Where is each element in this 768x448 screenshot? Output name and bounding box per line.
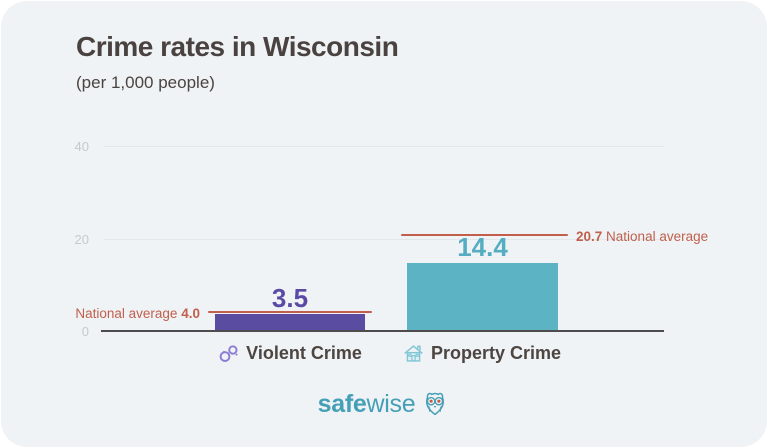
owl-icon [420, 389, 450, 419]
property-crime-bar [407, 263, 558, 330]
property-crime-category: Property Crime [382, 343, 582, 364]
property-crime-value-label: 14.4 [457, 232, 508, 262]
safewise-wordmark: safewise [318, 390, 416, 419]
violent-national-average-text: National average [75, 306, 178, 321]
gridline-20 [104, 239, 664, 240]
violent-national-average-annotation: National average 4.0 [75, 306, 200, 321]
violent-crime-bar [215, 314, 365, 330]
violent-crime-value-label: 3.5 [271, 283, 309, 313]
page-subtitle: (per 1,000 people) [76, 73, 215, 92]
property-national-average-line [401, 234, 568, 236]
property-national-average-annotation: 20.7 National average [576, 229, 708, 244]
bar-chart-plot-area: 3.5 14.4 [101, 136, 664, 332]
property-crime-label: Property Crime [430, 343, 562, 363]
violent-crime-bar-group: 3.5 [215, 285, 365, 330]
safewise-wordmark-light: wise [366, 389, 416, 418]
violent-national-average-line [208, 311, 372, 313]
violent-national-average-value: 4.0 [181, 306, 200, 321]
violent-crime-label: Violent Crime [246, 343, 362, 363]
y-axis-tick-20: 20 [74, 232, 89, 247]
y-axis-tick-0: 0 [81, 324, 89, 339]
house-icon [403, 343, 424, 364]
violent-crime-category: Violent Crime [190, 343, 390, 364]
y-axis-tick-40: 40 [74, 139, 89, 154]
gridline-40 [104, 146, 664, 147]
handcuffs-icon [218, 343, 239, 364]
page-title: Crime rates in Wisconsin [76, 31, 399, 62]
safewise-wordmark-bold: safe [317, 389, 367, 418]
property-crime-bar-group: 14.4 [407, 234, 558, 330]
safewise-logo: safewise [1, 389, 767, 419]
property-national-average-value: 20.7 [576, 229, 603, 244]
x-axis-baseline [101, 330, 664, 332]
property-national-average-text: National average [606, 229, 709, 244]
